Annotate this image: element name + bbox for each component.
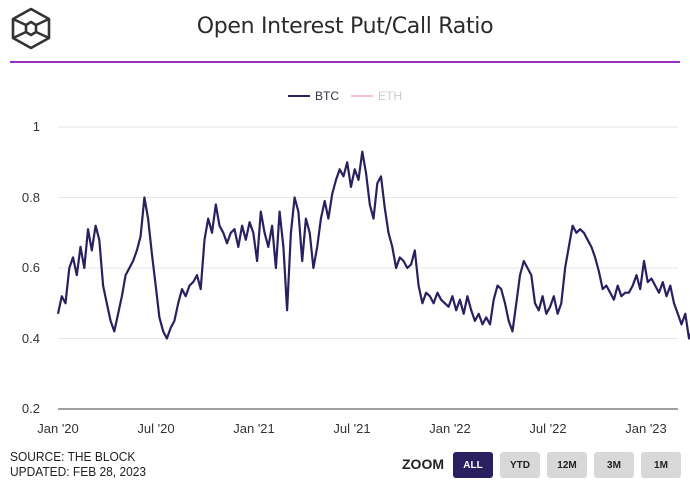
chart-title: Open Interest Put/Call Ratio xyxy=(196,14,494,39)
x-tick-label: Jan '21 xyxy=(233,421,275,436)
header-divider xyxy=(10,61,680,63)
zoom-all-button[interactable]: ALL xyxy=(453,452,493,478)
cube-logo-icon xyxy=(11,7,51,50)
btc-series-line[interactable] xyxy=(56,150,690,340)
zoom-12m-button[interactable]: 12M xyxy=(547,452,587,478)
x-tick-label: Jan '20 xyxy=(37,421,79,436)
zoom-ytd-button[interactable]: YTD xyxy=(500,452,540,478)
legend-label-eth: ETH xyxy=(378,89,402,103)
y-tick-label: 1 xyxy=(32,119,40,134)
zoom-1m-button[interactable]: 1M xyxy=(641,452,681,478)
source-note: SOURCE: THE BLOCK UPDATED: FEB 28, 2023 xyxy=(10,449,146,479)
legend-item-btc[interactable]: BTC xyxy=(288,89,339,103)
eth-line-swatch-icon xyxy=(351,95,373,97)
y-tick-label: 0.8 xyxy=(21,189,40,205)
updated-text: UPDATED: FEB 28, 2023 xyxy=(10,464,147,479)
x-tick-label: Jul '20 xyxy=(137,421,175,436)
line-chart-plot[interactable] xyxy=(0,0,690,440)
legend-item-eth[interactable]: ETH xyxy=(351,89,402,103)
source-text: SOURCE: THE BLOCK xyxy=(10,449,136,464)
zoom-label: ZOOM xyxy=(402,456,444,472)
legend-label-btc: BTC xyxy=(315,89,339,103)
y-tick-label: 0.2 xyxy=(21,401,40,416)
zoom-3m-button[interactable]: 3M xyxy=(594,452,634,478)
y-tick-label: 0.4 xyxy=(21,330,40,346)
y-tick-label: 0.6 xyxy=(21,260,40,275)
btc-line-swatch-icon xyxy=(288,95,310,97)
x-tick-label: Jul '22 xyxy=(529,421,567,436)
legend: BTC ETH xyxy=(0,89,690,103)
x-tick-label: Jan '22 xyxy=(429,421,471,436)
x-tick-label: Jan '23 xyxy=(625,421,667,436)
x-tick-label: Jul '21 xyxy=(333,421,371,436)
